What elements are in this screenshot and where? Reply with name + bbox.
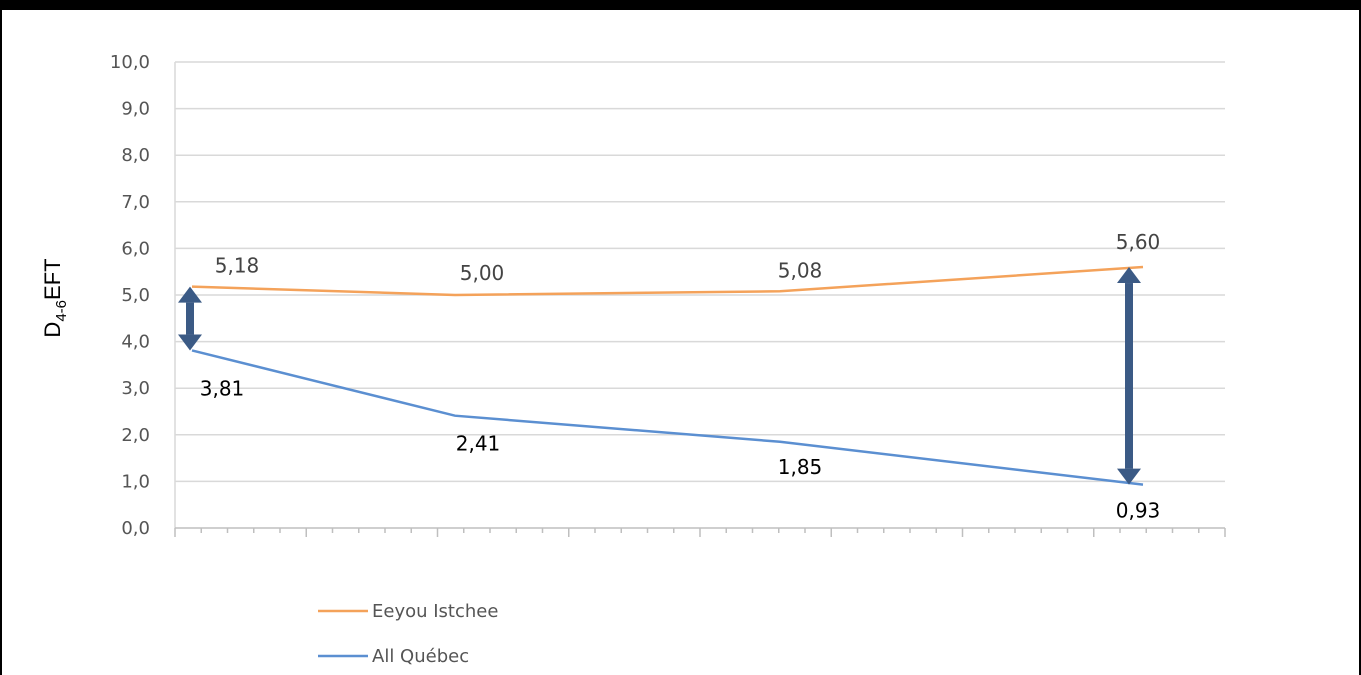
grid-lines — [174, 61, 1225, 528]
y-tick-label: 4,0 — [121, 332, 150, 353]
data-label: 2,41 — [456, 432, 501, 456]
gap-arrow — [1117, 267, 1141, 485]
y-tick-label: 2,0 — [121, 425, 150, 446]
data-label: 5,18 — [215, 254, 260, 278]
gap-arrow-shaft — [186, 302, 194, 335]
gap-arrow-head-top — [178, 286, 202, 303]
gap-arrow-shaft — [1125, 283, 1133, 469]
gap-arrow-head-top — [1117, 267, 1141, 284]
y-tick-label: 3,0 — [121, 378, 150, 399]
series-lines — [191, 265, 1144, 486]
data-label: 1,85 — [778, 455, 823, 479]
y-tick-label: 9,0 — [121, 99, 150, 120]
series-line — [191, 265, 1144, 297]
gap-arrow-head-bottom — [178, 334, 202, 351]
y-axis-label: D4-6EFT — [40, 258, 70, 337]
legend-label: Eeyou Istchee — [372, 601, 498, 622]
gap-arrows — [178, 267, 1141, 485]
gap-arrow-head-bottom — [1117, 468, 1141, 485]
y-axis-label-rest: EFT — [40, 258, 65, 300]
x-axis — [174, 527, 1226, 537]
y-tick-label: 10,0 — [110, 52, 150, 73]
data-label: 5,60 — [1116, 230, 1161, 254]
y-axis-label-sub: 4-6 — [53, 300, 70, 322]
y-axis-ticks: 0,0 1,0 2,0 3,0 4,0 5,0 6,0 7,0 8,0 9,0 10,0 — [110, 52, 150, 539]
data-labels: 5,18 5,00 5,08 5,60 3,81 2,41 1,85 0,93 — [200, 230, 1161, 523]
y-tick-label: 1,0 — [121, 471, 150, 492]
legend-label: All Québec — [372, 646, 469, 667]
y-tick-label: 7,0 — [121, 192, 150, 213]
y-tick-label: 0,0 — [121, 518, 150, 539]
data-label: 5,00 — [460, 261, 505, 285]
y-tick-label: 5,0 — [121, 285, 150, 306]
data-label: 0,93 — [1116, 499, 1161, 523]
gap-arrow — [178, 286, 202, 351]
y-tick-label: 8,0 — [121, 145, 150, 166]
data-label: 3,81 — [200, 376, 245, 400]
legend: Eeyou Istchee All Québec — [318, 601, 498, 667]
series-line — [191, 349, 1144, 486]
data-label: 5,08 — [778, 258, 823, 282]
y-axis-label-main: D — [40, 322, 65, 338]
y-tick-label: 6,0 — [121, 238, 150, 259]
